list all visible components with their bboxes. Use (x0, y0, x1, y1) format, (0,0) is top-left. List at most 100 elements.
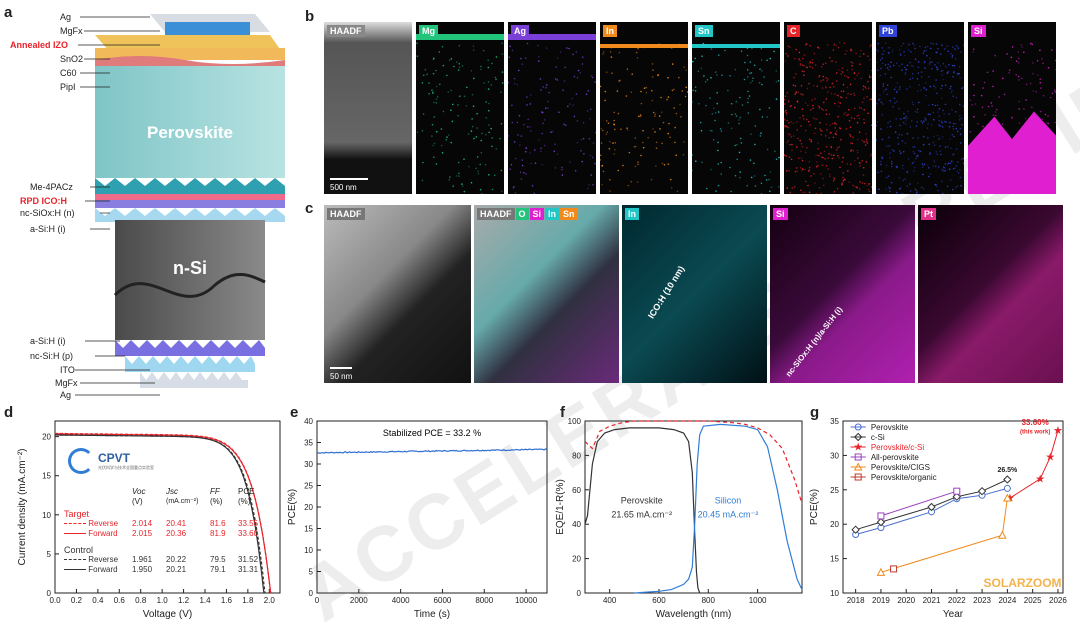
map-pixel (867, 112, 869, 115)
map-texture (876, 42, 964, 194)
map-tag-haadf: HAADF (327, 25, 365, 37)
map-pixel (521, 63, 524, 65)
cpvt-logo-text-block: CPVT 光伏科学与技术全国重点实验室 (98, 451, 154, 471)
map-pixel (717, 111, 720, 113)
map-tag-c: C (787, 25, 800, 37)
map-pixel (899, 124, 901, 127)
map-pixel (913, 152, 916, 155)
map-pixel (946, 45, 949, 47)
y-tick-label: 10 (42, 511, 51, 520)
map-pixel (576, 120, 579, 122)
map-pixel (947, 163, 949, 165)
jv-curve-target-forward (55, 433, 272, 594)
map-pixel (895, 86, 897, 88)
x-tick-label: 2022 (948, 596, 966, 605)
map-pixel (476, 156, 479, 158)
map-pixel (929, 173, 932, 175)
map-pixel (581, 63, 584, 65)
map-pixel (865, 133, 867, 135)
map-pixel (448, 179, 451, 181)
map-pixel (952, 153, 955, 155)
map-pixel (903, 66, 906, 69)
map-pixel (694, 57, 696, 60)
x-tick-label: 2019 (872, 596, 890, 605)
map-pixel (847, 169, 849, 172)
map-pixel (1031, 43, 1034, 46)
eqe-curve-1-r (584, 420, 803, 504)
map-pixel (720, 161, 722, 164)
map-pixel (440, 128, 443, 130)
map-pixel (450, 58, 453, 60)
map-pixel (546, 84, 548, 86)
map-pixel (917, 90, 919, 92)
map-pixel (667, 77, 669, 79)
map-pixel (820, 80, 822, 83)
y-tick-label: 40 (304, 417, 313, 426)
map-pixel (739, 137, 742, 140)
point-perovskite-cigs (1003, 493, 1012, 502)
map-pixel (636, 181, 639, 183)
map-pixel (818, 106, 821, 109)
map-pixel (804, 191, 806, 194)
map-pixel (859, 63, 861, 65)
map-pixel (713, 107, 715, 110)
map-pixel (955, 128, 958, 130)
map-pixel (811, 67, 814, 69)
map-pixel (1025, 99, 1027, 101)
map-pixel (826, 80, 828, 82)
map-pixel (572, 53, 574, 56)
map-pixel (922, 52, 925, 55)
map-pixel (952, 95, 955, 97)
map-pixel (746, 54, 749, 57)
map-pixel (1001, 123, 1004, 125)
map-pixel (501, 53, 504, 55)
map-pixel (680, 116, 682, 118)
map-pixel (963, 44, 964, 47)
map-pixel (582, 121, 585, 124)
map-pixel (613, 123, 615, 125)
map-pixel (920, 150, 922, 152)
map-pixel (863, 141, 865, 143)
map-pixel (825, 146, 828, 148)
map-pixel (865, 87, 867, 90)
map-pixel (540, 150, 542, 153)
map-pixel (568, 47, 570, 50)
map-pixel (914, 58, 917, 60)
map-pixel (796, 121, 798, 123)
map-pixel (759, 135, 762, 137)
map-pixel (819, 122, 821, 124)
map-pixel (793, 106, 796, 109)
map-pixel (796, 100, 799, 102)
map-pixel (912, 137, 914, 139)
map-pixel (500, 169, 503, 172)
map-pixel (972, 48, 975, 50)
map-pixel (642, 146, 645, 149)
map-pixel (634, 145, 637, 148)
map-pixel (569, 161, 571, 163)
map-pixel (790, 158, 793, 161)
map-pixel (487, 81, 490, 83)
map-pixel (886, 126, 889, 129)
map-pixel (636, 57, 639, 59)
map-pixel (416, 55, 419, 57)
map-pixel (980, 94, 983, 97)
map-pixel (551, 130, 554, 133)
map-pixel (540, 147, 542, 149)
map-pixel (479, 188, 482, 191)
map-pixel (808, 82, 810, 85)
scalebar-b (330, 178, 368, 180)
map-pixel (917, 66, 920, 68)
map-pixel (432, 144, 434, 147)
map-pixel (916, 111, 919, 114)
map-pixel (575, 51, 578, 53)
point-c-si (876, 517, 886, 527)
map-pixel (453, 65, 455, 68)
map-pixel (936, 92, 938, 95)
map-pixel (943, 170, 945, 172)
map-pixel (719, 128, 722, 130)
eds-map-pb: Pb (876, 22, 964, 194)
map-pixel (836, 94, 838, 96)
map-pixel (523, 172, 525, 174)
map-pixel (661, 162, 664, 165)
map-pixel (605, 133, 608, 136)
